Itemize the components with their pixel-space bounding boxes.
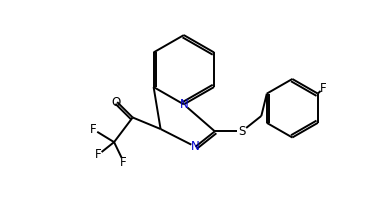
Text: F: F [90,123,97,136]
Text: F: F [320,82,327,95]
Text: O: O [111,96,120,109]
Text: S: S [238,125,246,138]
Text: N: N [191,140,200,153]
Text: F: F [94,148,101,161]
Text: F: F [120,156,127,169]
Text: N: N [180,98,189,111]
